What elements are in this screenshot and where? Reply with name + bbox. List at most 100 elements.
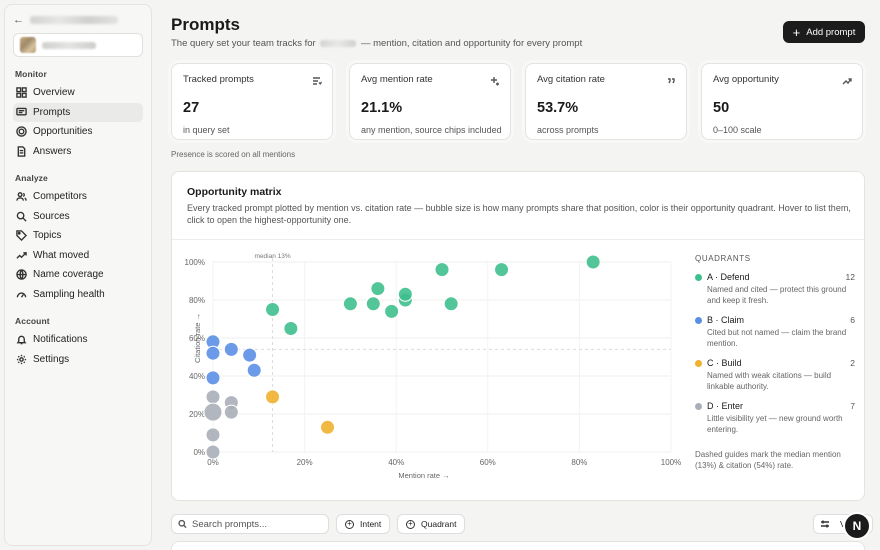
data-bubble[interactable] xyxy=(205,444,221,460)
target-icon xyxy=(16,126,27,138)
opportunity-matrix-panel: Opportunity matrix Every tracked prompt … xyxy=(171,171,865,501)
tag-icon xyxy=(16,230,27,242)
sidebar-item-label: Sources xyxy=(33,210,70,222)
data-bubble[interactable] xyxy=(494,262,510,278)
data-bubble[interactable] xyxy=(246,362,262,378)
sidebar-item-competitors[interactable]: Competitors xyxy=(13,187,143,207)
sidebar-item-label: Settings xyxy=(33,353,70,365)
sidebar: ← Monitor Overview Prompts Opportunities Ans… xyxy=(4,4,152,546)
workspace-switcher[interactable] xyxy=(13,33,143,57)
data-bubble[interactable] xyxy=(320,419,335,435)
quadrant-count: 12 xyxy=(845,272,855,282)
x-tick-label: 0% xyxy=(207,458,219,467)
median-label: median 13% xyxy=(255,253,291,260)
assistant-badge[interactable]: N xyxy=(845,514,869,538)
quadrant-item[interactable]: B · Claim 6 Cited but not named — claim … xyxy=(695,315,855,349)
y-tick-label: 0% xyxy=(193,448,205,457)
data-bubble[interactable] xyxy=(443,296,459,312)
add-prompt-label: Add prompt xyxy=(806,26,856,38)
sidebar-item-topics[interactable]: Topics xyxy=(13,226,143,246)
sidebar-item-label: Name coverage xyxy=(33,269,104,281)
sidebar-item-label: Prompts xyxy=(33,106,71,118)
sidebar-item-notifications[interactable]: Notifications xyxy=(13,330,143,350)
x-axis-label: Mention rate → xyxy=(398,471,449,480)
opportunity-scatter-chart: 0% 20% 40% 60% 80% 100% 0% 20% 40% 60% 80% 100% medi… xyxy=(185,253,682,480)
sidebar-item-what-moved[interactable]: What moved xyxy=(13,246,143,266)
data-bubble[interactable] xyxy=(265,389,281,405)
data-bubble[interactable] xyxy=(397,286,413,302)
sidebar-item-label: Topics xyxy=(33,230,62,242)
subtitle-text-end: — mention, citation and opportunity for … xyxy=(360,38,583,49)
plus-icon: + xyxy=(792,24,801,40)
data-bubble[interactable] xyxy=(283,321,299,336)
plus-circle-icon: + xyxy=(345,519,354,529)
search-input[interactable] xyxy=(192,518,322,530)
back-arrow-icon[interactable]: ← xyxy=(13,14,24,26)
sidebar-item-label: Notifications xyxy=(33,334,88,346)
data-bubble[interactable] xyxy=(205,389,221,405)
quadrant-description: Little visibility yet — new ground worth… xyxy=(707,414,843,434)
data-bubble[interactable] xyxy=(265,302,281,317)
data-bubble[interactable] xyxy=(223,341,239,357)
trend-icon xyxy=(16,250,27,261)
y-tick-label: 20% xyxy=(189,410,205,419)
sidebar-item-overview[interactable]: Overview xyxy=(13,83,143,103)
data-bubble[interactable] xyxy=(205,345,221,361)
view-options-label: V xyxy=(840,519,846,529)
stat-value: 27 xyxy=(183,100,200,116)
bell-icon xyxy=(16,334,27,345)
quadrant-filter-button[interactable]: + Quadrant xyxy=(397,514,466,534)
quadrant-legend: QUADRANTS A · Defend 12 Named and cited … xyxy=(695,254,855,471)
data-bubble[interactable] xyxy=(370,281,386,297)
quadrants-heading: QUADRANTS xyxy=(695,254,751,263)
sidebar-item-label: Competitors xyxy=(33,191,87,203)
quadrant-row: D · Enter 7 xyxy=(695,401,855,411)
subtitle-text-start: The query set your team tracks for xyxy=(171,38,316,49)
workspace-avatar xyxy=(20,37,36,53)
prompts-table xyxy=(171,541,865,550)
data-bubble[interactable] xyxy=(223,404,239,420)
quadrant-item[interactable]: D · Enter 7 Little visibility yet — new … xyxy=(695,401,855,435)
sidebar-item-prompts[interactable]: Prompts xyxy=(13,102,143,122)
stat-card-avg-mention-rate: Avg mention rate 21.1% any mention, sour… xyxy=(349,63,511,140)
sidebar-item-answers[interactable]: Answers xyxy=(13,142,143,162)
globe-icon xyxy=(16,269,27,281)
quadrant-item[interactable]: C · Build 2 Named with weak citations — … xyxy=(695,358,855,392)
x-tick-label: 80% xyxy=(571,458,587,467)
quadrant-item[interactable]: A · Defend 12 Named and cited — protect … xyxy=(695,272,855,306)
quadrant-row: A · Defend 12 xyxy=(695,272,855,282)
intent-filter-button[interactable]: + Intent xyxy=(336,514,391,534)
search-box[interactable] xyxy=(171,514,329,534)
plus-circle-icon: + xyxy=(406,519,415,529)
quote-icon xyxy=(666,75,676,85)
y-tick-label: 40% xyxy=(189,372,205,381)
data-bubble[interactable] xyxy=(434,262,450,278)
sidebar-item-sampling-health[interactable]: Sampling health xyxy=(13,285,143,305)
data-bubble[interactable] xyxy=(205,427,221,443)
sidebar-item-opportunities[interactable]: Opportunities xyxy=(13,122,143,142)
data-bubble[interactable] xyxy=(205,370,221,386)
document-icon xyxy=(16,145,27,157)
stat-card-tracked-prompts: Tracked prompts 27 in query set xyxy=(171,63,333,140)
stat-label: Avg citation rate xyxy=(537,74,605,85)
series-build xyxy=(265,389,335,435)
data-bubble[interactable] xyxy=(203,402,223,422)
data-bubble[interactable] xyxy=(242,347,258,363)
y-tick-label: 100% xyxy=(185,258,205,267)
quadrant-color-dot xyxy=(695,402,702,410)
data-bubble[interactable] xyxy=(342,296,358,312)
sidebar-item-name-coverage[interactable]: Name coverage xyxy=(13,265,143,285)
grid-icon xyxy=(16,87,27,99)
redacted-workspace-name xyxy=(42,41,96,49)
intent-filter-label: Intent xyxy=(360,519,382,529)
x-tick-label: 60% xyxy=(480,458,496,467)
series-defend xyxy=(265,254,601,336)
median-footnote: Dashed guides mark the median mention (1… xyxy=(695,450,841,470)
data-bubble[interactable] xyxy=(585,254,601,270)
data-bubble[interactable] xyxy=(365,296,381,312)
y-tick-label: 60% xyxy=(189,334,205,343)
add-prompt-button[interactable]: + Add prompt xyxy=(783,21,865,43)
data-bubble[interactable] xyxy=(384,303,400,319)
sidebar-item-sources[interactable]: Sources xyxy=(13,207,143,227)
sidebar-item-settings[interactable]: Settings xyxy=(13,350,143,370)
